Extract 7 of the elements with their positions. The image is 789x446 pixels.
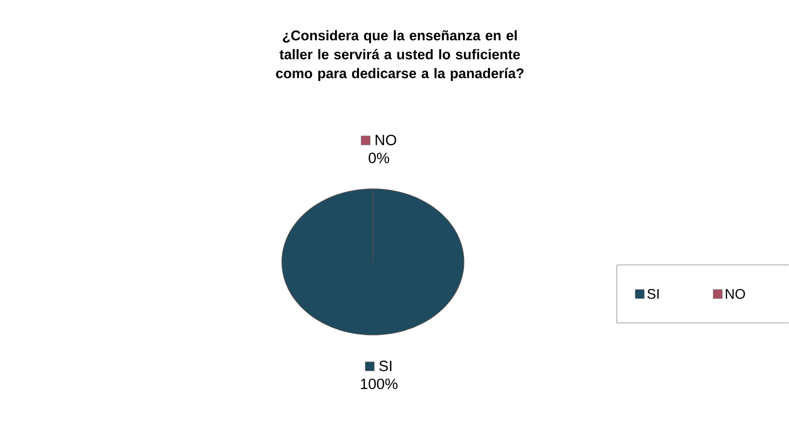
category-label: NO — [726, 289, 745, 299]
category-label: SI — [647, 289, 659, 299]
data-label: 100% — [360, 378, 398, 390]
legend-label: NO — [376, 134, 396, 146]
text: 0% — [368, 152, 390, 164]
chart-title: ¿Considera que la enseñanza en el taller le servirá a usted lo suficiente como para dedicarse a la panadería? — [276, 30, 524, 82]
legend-label: SI — [379, 360, 392, 372]
